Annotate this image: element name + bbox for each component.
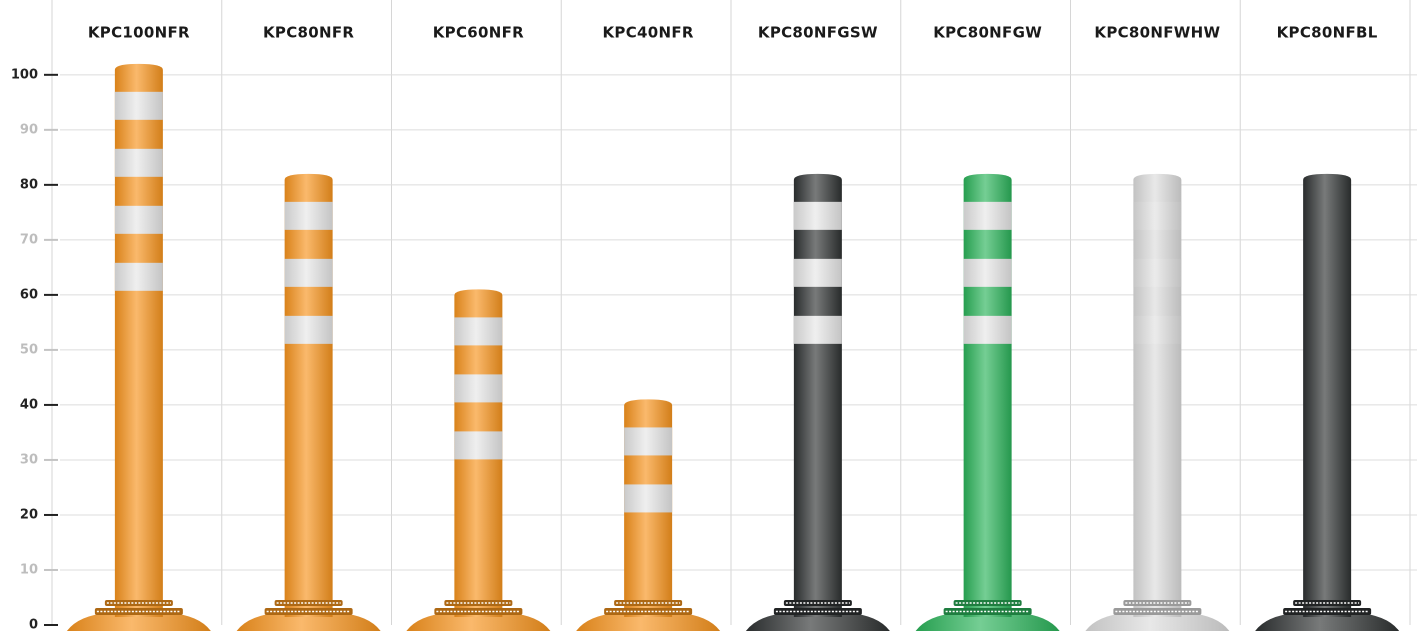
x-category-label: KPC100NFR xyxy=(88,24,190,42)
reflective-band xyxy=(284,258,333,287)
bollard-base xyxy=(236,613,381,631)
y-tick-label: 50 xyxy=(20,342,38,357)
y-tick-label: 10 xyxy=(20,562,38,577)
x-category-label: KPC60NFR xyxy=(433,24,524,42)
reflective-band xyxy=(624,484,673,513)
reflective-band xyxy=(1133,258,1182,287)
reflective-band xyxy=(624,427,673,456)
reflective-band xyxy=(284,315,333,344)
reflective-band xyxy=(454,431,503,460)
reflective-band xyxy=(963,315,1012,344)
reflective-band xyxy=(114,262,163,291)
bollard-base xyxy=(576,613,721,631)
y-tick-label: 80 xyxy=(20,177,38,192)
reflective-band xyxy=(454,317,503,346)
reflective-band xyxy=(793,258,842,287)
reflective-band xyxy=(963,258,1012,287)
x-category-label: KPC80NFBL xyxy=(1277,24,1378,42)
x-category-label: KPC40NFR xyxy=(603,24,694,42)
bollard-base xyxy=(915,613,1060,631)
y-tick-label: 70 xyxy=(20,232,38,247)
bollard-base xyxy=(66,613,211,631)
bollard-base xyxy=(1255,613,1400,631)
y-tick-label: 60 xyxy=(20,287,38,302)
reflective-band xyxy=(114,148,163,177)
reflective-band xyxy=(114,205,163,234)
x-category-label: KPC80NFWHW xyxy=(1094,24,1220,42)
reflective-band xyxy=(1133,201,1182,230)
y-tick-label: 20 xyxy=(20,507,38,522)
bollard-base xyxy=(406,613,551,631)
reflective-band xyxy=(284,201,333,230)
x-category-label: KPC80NFR xyxy=(263,24,354,42)
bollard-base xyxy=(745,613,890,631)
bar xyxy=(963,173,1012,617)
reflective-band xyxy=(454,374,503,403)
bar xyxy=(1303,173,1352,617)
reflective-band xyxy=(793,315,842,344)
bar xyxy=(284,173,333,617)
bar xyxy=(793,173,842,617)
x-category-label: KPC80NFGSW xyxy=(758,24,878,42)
reflective-band xyxy=(114,91,163,120)
bar xyxy=(114,63,163,617)
x-category-label: KPC80NFGW xyxy=(933,24,1042,42)
y-tick-label: 30 xyxy=(20,452,38,467)
reflective-band xyxy=(793,201,842,230)
bollard-base xyxy=(1085,613,1230,631)
y-tick-label: 0 xyxy=(29,618,38,631)
bar xyxy=(1133,173,1182,617)
y-tick-label: 100 xyxy=(11,67,38,82)
y-tick-label: 40 xyxy=(20,397,38,412)
y-tick-label: 90 xyxy=(20,122,38,137)
reflective-band xyxy=(963,201,1012,230)
reflective-band xyxy=(1133,315,1182,344)
